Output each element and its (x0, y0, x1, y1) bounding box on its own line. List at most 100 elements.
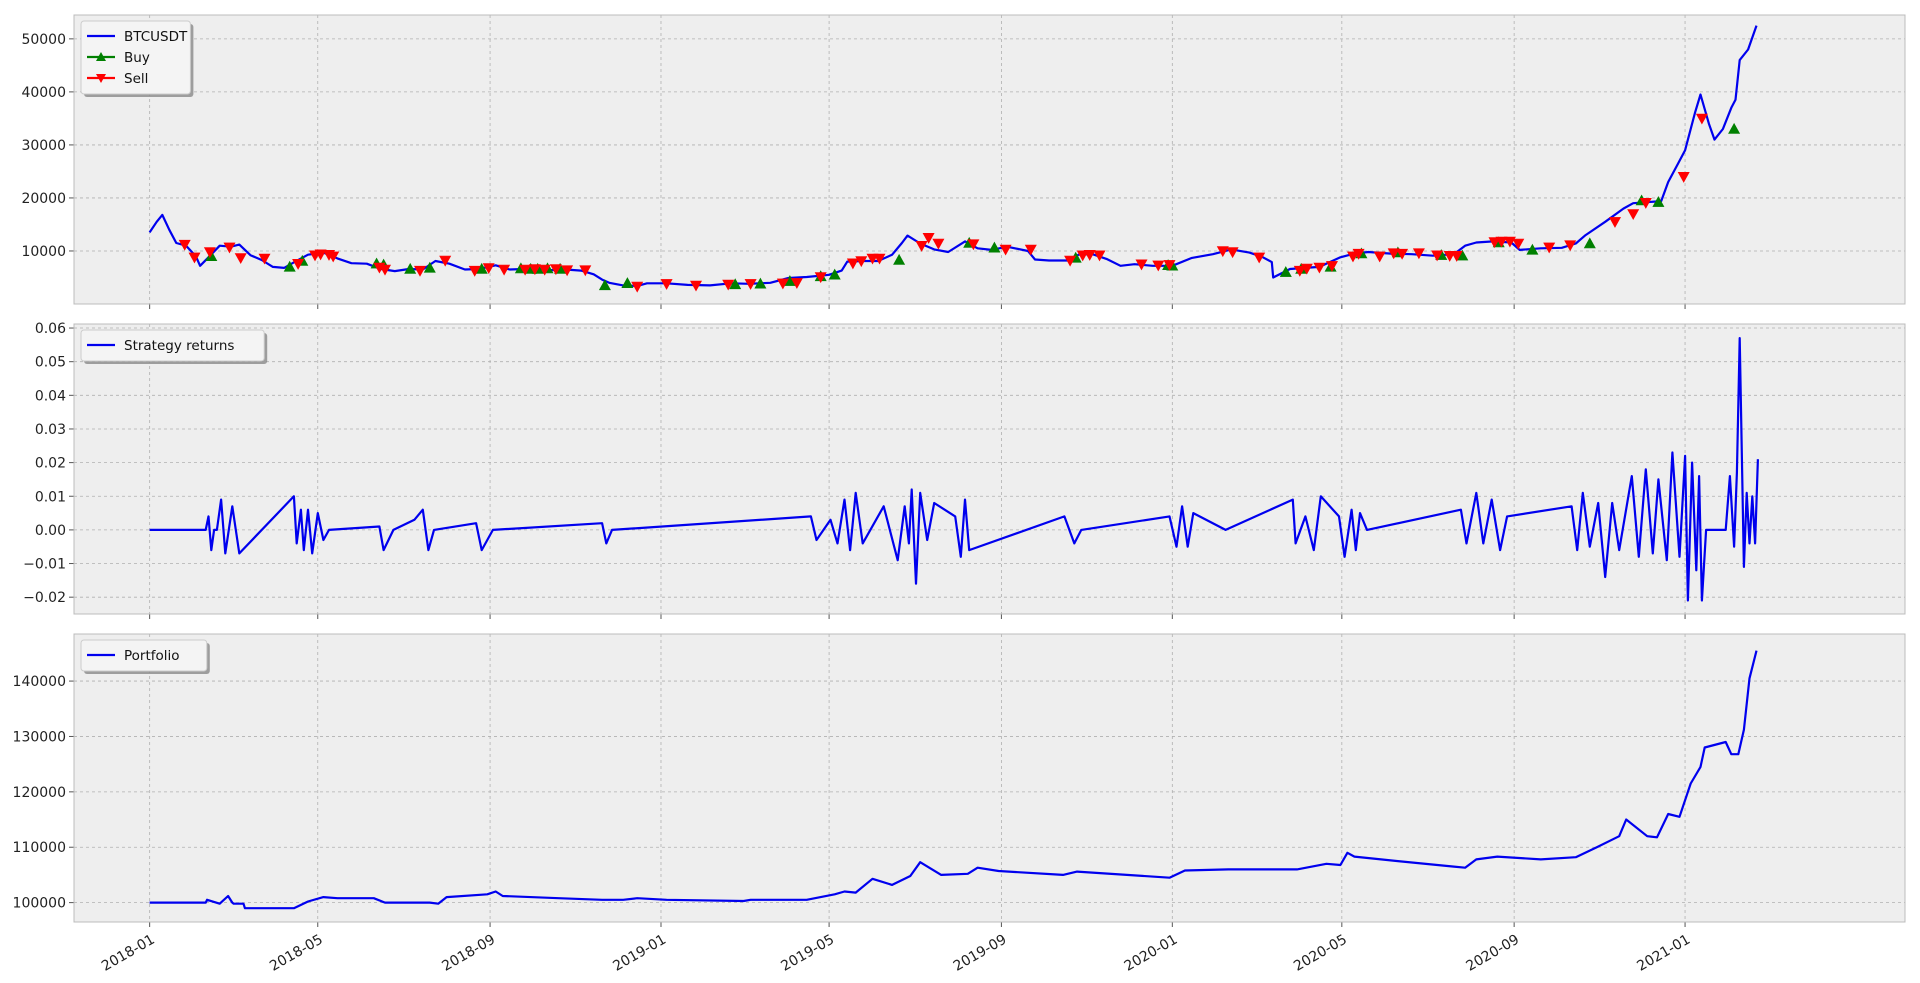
sell-marker (1076, 250, 1089, 262)
sell-marker (1216, 246, 1229, 258)
buy-marker (423, 261, 436, 273)
y-tick-label: 30000 (21, 138, 66, 154)
sell-marker (1152, 260, 1165, 272)
sell-marker (922, 233, 935, 244)
sell-marker (234, 253, 247, 265)
y-tick-label: 0.03 (35, 422, 66, 438)
sell-marker (855, 256, 868, 268)
buy-marker (205, 250, 218, 262)
x-tick-label: 2019-05 (778, 932, 837, 975)
sell-marker (999, 244, 1012, 256)
sell-marker (814, 272, 827, 284)
series-portfolio (149, 650, 1758, 910)
panel-2: −0.02 −0.01 0.00 0.01 0.02 0.03 0.04 0.05 0.06 St… (23, 321, 1906, 619)
sell-marker (579, 265, 592, 277)
series-line (149, 650, 1758, 910)
sell-marker (1639, 198, 1652, 209)
sell-marker (439, 255, 452, 267)
buy-marker (729, 278, 742, 290)
y-tick-label: −0.02 (23, 590, 66, 606)
x-tick-label: 2020-05 (1291, 932, 1350, 975)
plot-frame (73, 323, 1906, 615)
plot-frame (73, 633, 1906, 923)
sell-marker (1488, 237, 1501, 249)
sell-marker (776, 278, 789, 290)
sell-marker (1695, 113, 1708, 125)
plot-area (74, 324, 1905, 614)
sell-marker (203, 247, 216, 259)
buy-marker (754, 277, 767, 289)
sell-marker (1512, 238, 1525, 250)
legend-label: Buy (124, 50, 150, 66)
series-btcusdt (148, 25, 1758, 288)
sell-marker (413, 265, 427, 277)
y-tick-label: 110000 (13, 840, 66, 856)
sell-marker (744, 279, 757, 290)
sell-marker (873, 253, 886, 265)
sell-marker (1093, 250, 1106, 262)
x-tick-label: 2020-09 (1463, 932, 1522, 975)
panel-3: 100000 110000 120000 130000 140000 Portfolio (13, 633, 1906, 927)
sell-marker (327, 251, 340, 263)
sell-marker (1253, 252, 1266, 264)
sell-marker (1293, 265, 1306, 277)
sell-marker (1627, 209, 1640, 221)
legend-marker (96, 52, 106, 61)
sell-marker (528, 264, 541, 276)
buy-marker (1279, 266, 1292, 277)
sell-marker (378, 264, 392, 276)
sell-marker (178, 239, 191, 251)
sell-marker (1300, 263, 1313, 275)
x-tick-label: 2018-09 (439, 932, 498, 975)
panel-1: 10000 20000 30000 40000 50000 BTCUSDT Buy Sell (21, 14, 1906, 309)
y-tick-label: 130000 (13, 729, 66, 745)
x-tick-label: 2019-01 (610, 932, 669, 975)
y-tick-label: 20000 (21, 191, 66, 207)
legend-label: Sell (124, 71, 148, 87)
sell-marker (468, 265, 481, 277)
sell-marker (1608, 217, 1622, 228)
legend-box (80, 639, 208, 672)
x-tick-label: 2019-09 (951, 932, 1010, 975)
sell-marker (1024, 244, 1037, 256)
series-line (149, 337, 1759, 602)
legend-box (80, 20, 191, 95)
y-tick-label: 10000 (21, 244, 66, 260)
series-line (148, 25, 1758, 288)
sell-marker (549, 264, 562, 276)
y-tick-label: 120000 (13, 785, 66, 801)
buy-marker (828, 268, 841, 280)
legend: BTCUSDT Buy Sell (80, 20, 194, 97)
y-tick-label: 0.05 (35, 355, 66, 371)
x-tick-label: 2020-01 (1122, 932, 1181, 975)
y-tick-label: −0.01 (23, 557, 66, 573)
plot-area (74, 634, 1905, 922)
sell-marker (1135, 259, 1148, 271)
sell-marker (1503, 236, 1516, 248)
sell-marker (689, 280, 703, 292)
sell-marker (1163, 260, 1176, 271)
sell-marker (258, 253, 271, 265)
legend-marker (96, 74, 106, 83)
y-tick-label: 0.01 (35, 489, 66, 505)
legend-label: BTCUSDT (124, 29, 188, 45)
x-tick-label: 2021-01 (1634, 932, 1693, 975)
series-buy (205, 122, 1741, 291)
sell-marker (932, 238, 945, 250)
y-tick-label: 50000 (21, 32, 66, 48)
x-tick-label: 2018-01 (99, 932, 158, 975)
legend-label: Portfolio (124, 648, 180, 664)
legend-box (80, 329, 265, 362)
sell-marker (846, 258, 859, 270)
sell-marker (519, 264, 532, 276)
sell-marker (223, 242, 236, 254)
y-tick-label: 40000 (21, 85, 66, 101)
sell-marker (1352, 248, 1365, 260)
y-tick-label: 0.06 (35, 321, 66, 337)
sell-marker (1543, 242, 1556, 254)
buy-marker (621, 277, 634, 289)
plot-area (74, 15, 1905, 304)
sell-marker (722, 279, 735, 291)
sell-marker (1450, 251, 1463, 262)
